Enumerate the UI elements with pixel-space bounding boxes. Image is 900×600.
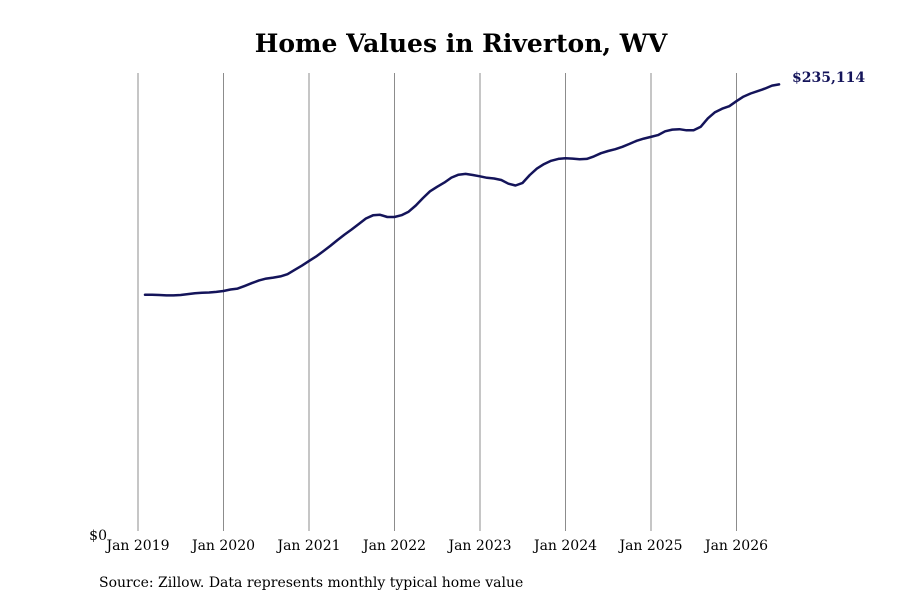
x-tick-label: Jan 2024 [532,538,597,554]
x-tick-label: Jan 2021 [275,538,340,554]
chart-title: Home Values in Riverton, WV [255,29,668,58]
x-tick-label: Jan 2022 [361,538,426,554]
x-tick-label: Jan 2020 [190,538,255,554]
x-tick-label: Jan 2019 [104,538,169,554]
x-tick-label: Jan 2023 [446,538,511,554]
vertical-gridlines [137,73,737,531]
x-axis-tick-labels: Jan 2019 Jan 2020 Jan 2021 Jan 2022 Jan 2023… [104,538,768,554]
x-tick-label: Jan 2026 [703,538,768,554]
latest-value-label: $235,114 [792,70,865,86]
y-axis-zero-label: $0 [89,528,107,544]
x-tick-label: Jan 2025 [617,538,682,554]
source-note: Source: Zillow. Data represents monthly … [99,575,523,591]
home-value-series-line [143,83,781,297]
